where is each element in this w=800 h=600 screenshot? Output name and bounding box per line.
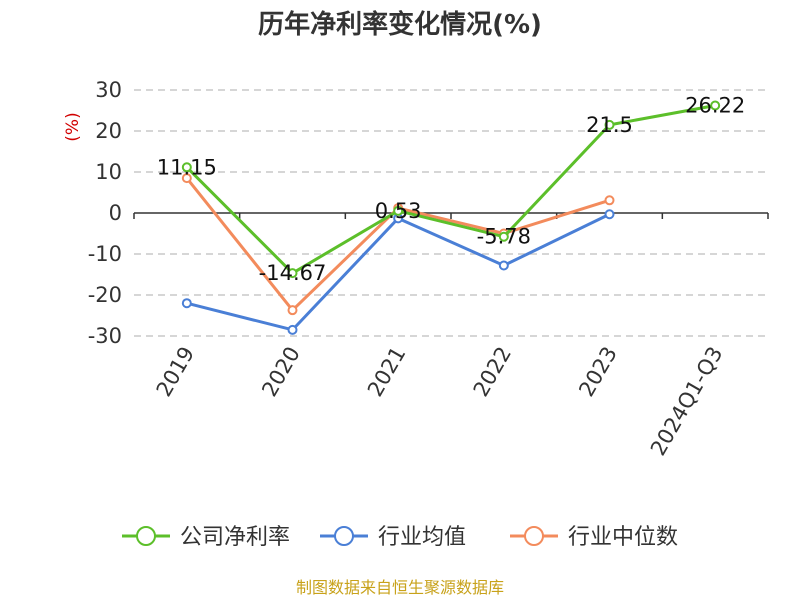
x-tick-label: 2023 [574,343,622,401]
data-point[interactable] [710,100,721,111]
x-tick-label: 2022 [469,343,517,401]
legend-item-1[interactable]: 行业均值 [320,525,466,550]
data-point[interactable] [181,173,192,184]
data-point[interactable] [287,305,298,316]
data-point[interactable] [498,260,509,271]
data-label: 11.15 [157,155,217,179]
data-label: -5.78 [477,225,531,249]
legend[interactable]: 公司净利率 行业均值 行业中位数 [122,525,678,550]
series-line-0 [185,104,716,275]
legend-item-2[interactable]: 行业中位数 [510,525,678,550]
y-axis-ticks: 30 20 10 0 -10 -20 -30 [88,78,122,348]
y-tick-label: 30 [95,78,122,102]
legend-marker [334,526,354,546]
data-label: 21.5 [586,113,633,137]
x-tick-label: 2021 [363,343,411,401]
data-label: 26.22 [685,93,745,117]
chart-title: 历年净利率变化情况(%) [258,9,542,40]
y-tick-label: 0 [109,201,122,225]
series-group [181,100,721,335]
data-point[interactable] [604,195,615,206]
legend-label: 公司净利率 [180,525,290,550]
data-point[interactable] [393,205,404,216]
grid-lines [134,89,768,337]
legend-marker [524,526,544,546]
data-label: 0.53 [375,199,422,223]
data-point[interactable] [604,119,615,130]
legend-item-0[interactable]: 公司净利率 [122,525,290,550]
x-tick-label: 2019 [152,343,200,401]
legend-marker [136,526,156,546]
y-tick-label: -20 [88,283,122,307]
y-axis-label: (%) [63,112,83,141]
data-point[interactable] [181,298,192,309]
y-tick-label: -30 [88,324,122,348]
x-tick-label: 2020 [257,343,305,401]
y-tick-label: 10 [95,160,122,184]
y-tick-label: 20 [95,119,122,143]
legend-label: 行业中位数 [568,525,678,550]
data-point[interactable] [604,209,615,220]
data-point[interactable] [287,324,298,335]
y-tick-label: -10 [88,242,122,266]
data-labels: 11.15 -14.67 0.53 -5.78 21.5 26.22 [157,93,745,285]
data-point[interactable] [287,268,298,279]
data-point[interactable] [181,162,192,173]
source-note: 制图数据来自恒生聚源数据库 [296,578,504,597]
x-tick-label: 2024Q1-Q3 [646,343,728,460]
data-label: -14.67 [259,261,327,285]
legend-label: 行业均值 [378,525,466,550]
data-point[interactable] [498,231,509,242]
